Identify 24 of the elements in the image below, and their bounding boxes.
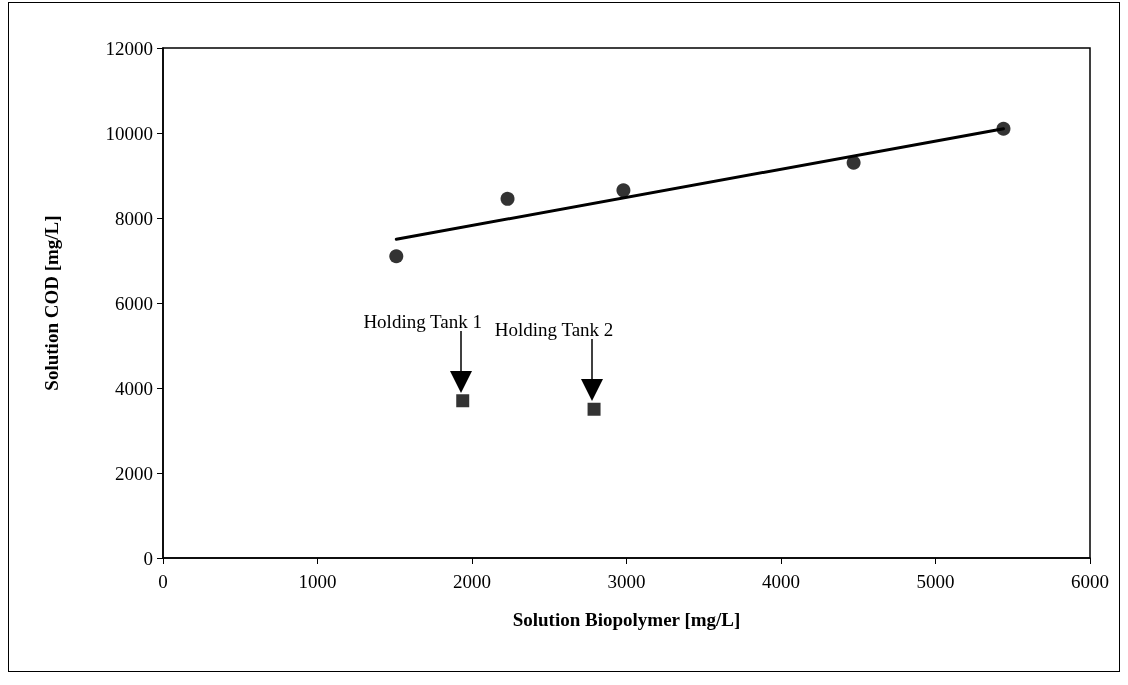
y-tick-label: 4000 [115,377,153,399]
x-tick-label: 0 [158,571,168,592]
point [587,402,601,416]
y-tick-label: 6000 [115,292,153,314]
y-tick-label: 8000 [115,207,153,229]
x-tick-label: 1000 [298,571,337,592]
y-tick-label: 12000 [105,37,153,59]
point [389,249,404,264]
annotation: Holding Tank 2 [494,319,614,342]
y-tick-label: 0 [143,547,153,569]
point [500,191,515,206]
point [616,183,631,198]
annotation: Holding Tank 1 [363,310,483,333]
y-tick-label: 2000 [115,462,153,484]
x-tick-label: 5000 [916,571,955,592]
point [846,155,861,170]
x-axis-title: Solution Biopolymer [mg/L] [512,609,741,630]
y-axis-title: Solution COD [mg/L] [41,215,62,391]
point [456,394,470,408]
x-tick-label: 2000 [453,571,491,592]
x-tick-label: 4000 [762,571,800,592]
x-tick-label: 6000 [1071,571,1109,592]
x-tick-label: 3000 [607,571,646,592]
y-tick-label: 10000 [105,122,153,144]
